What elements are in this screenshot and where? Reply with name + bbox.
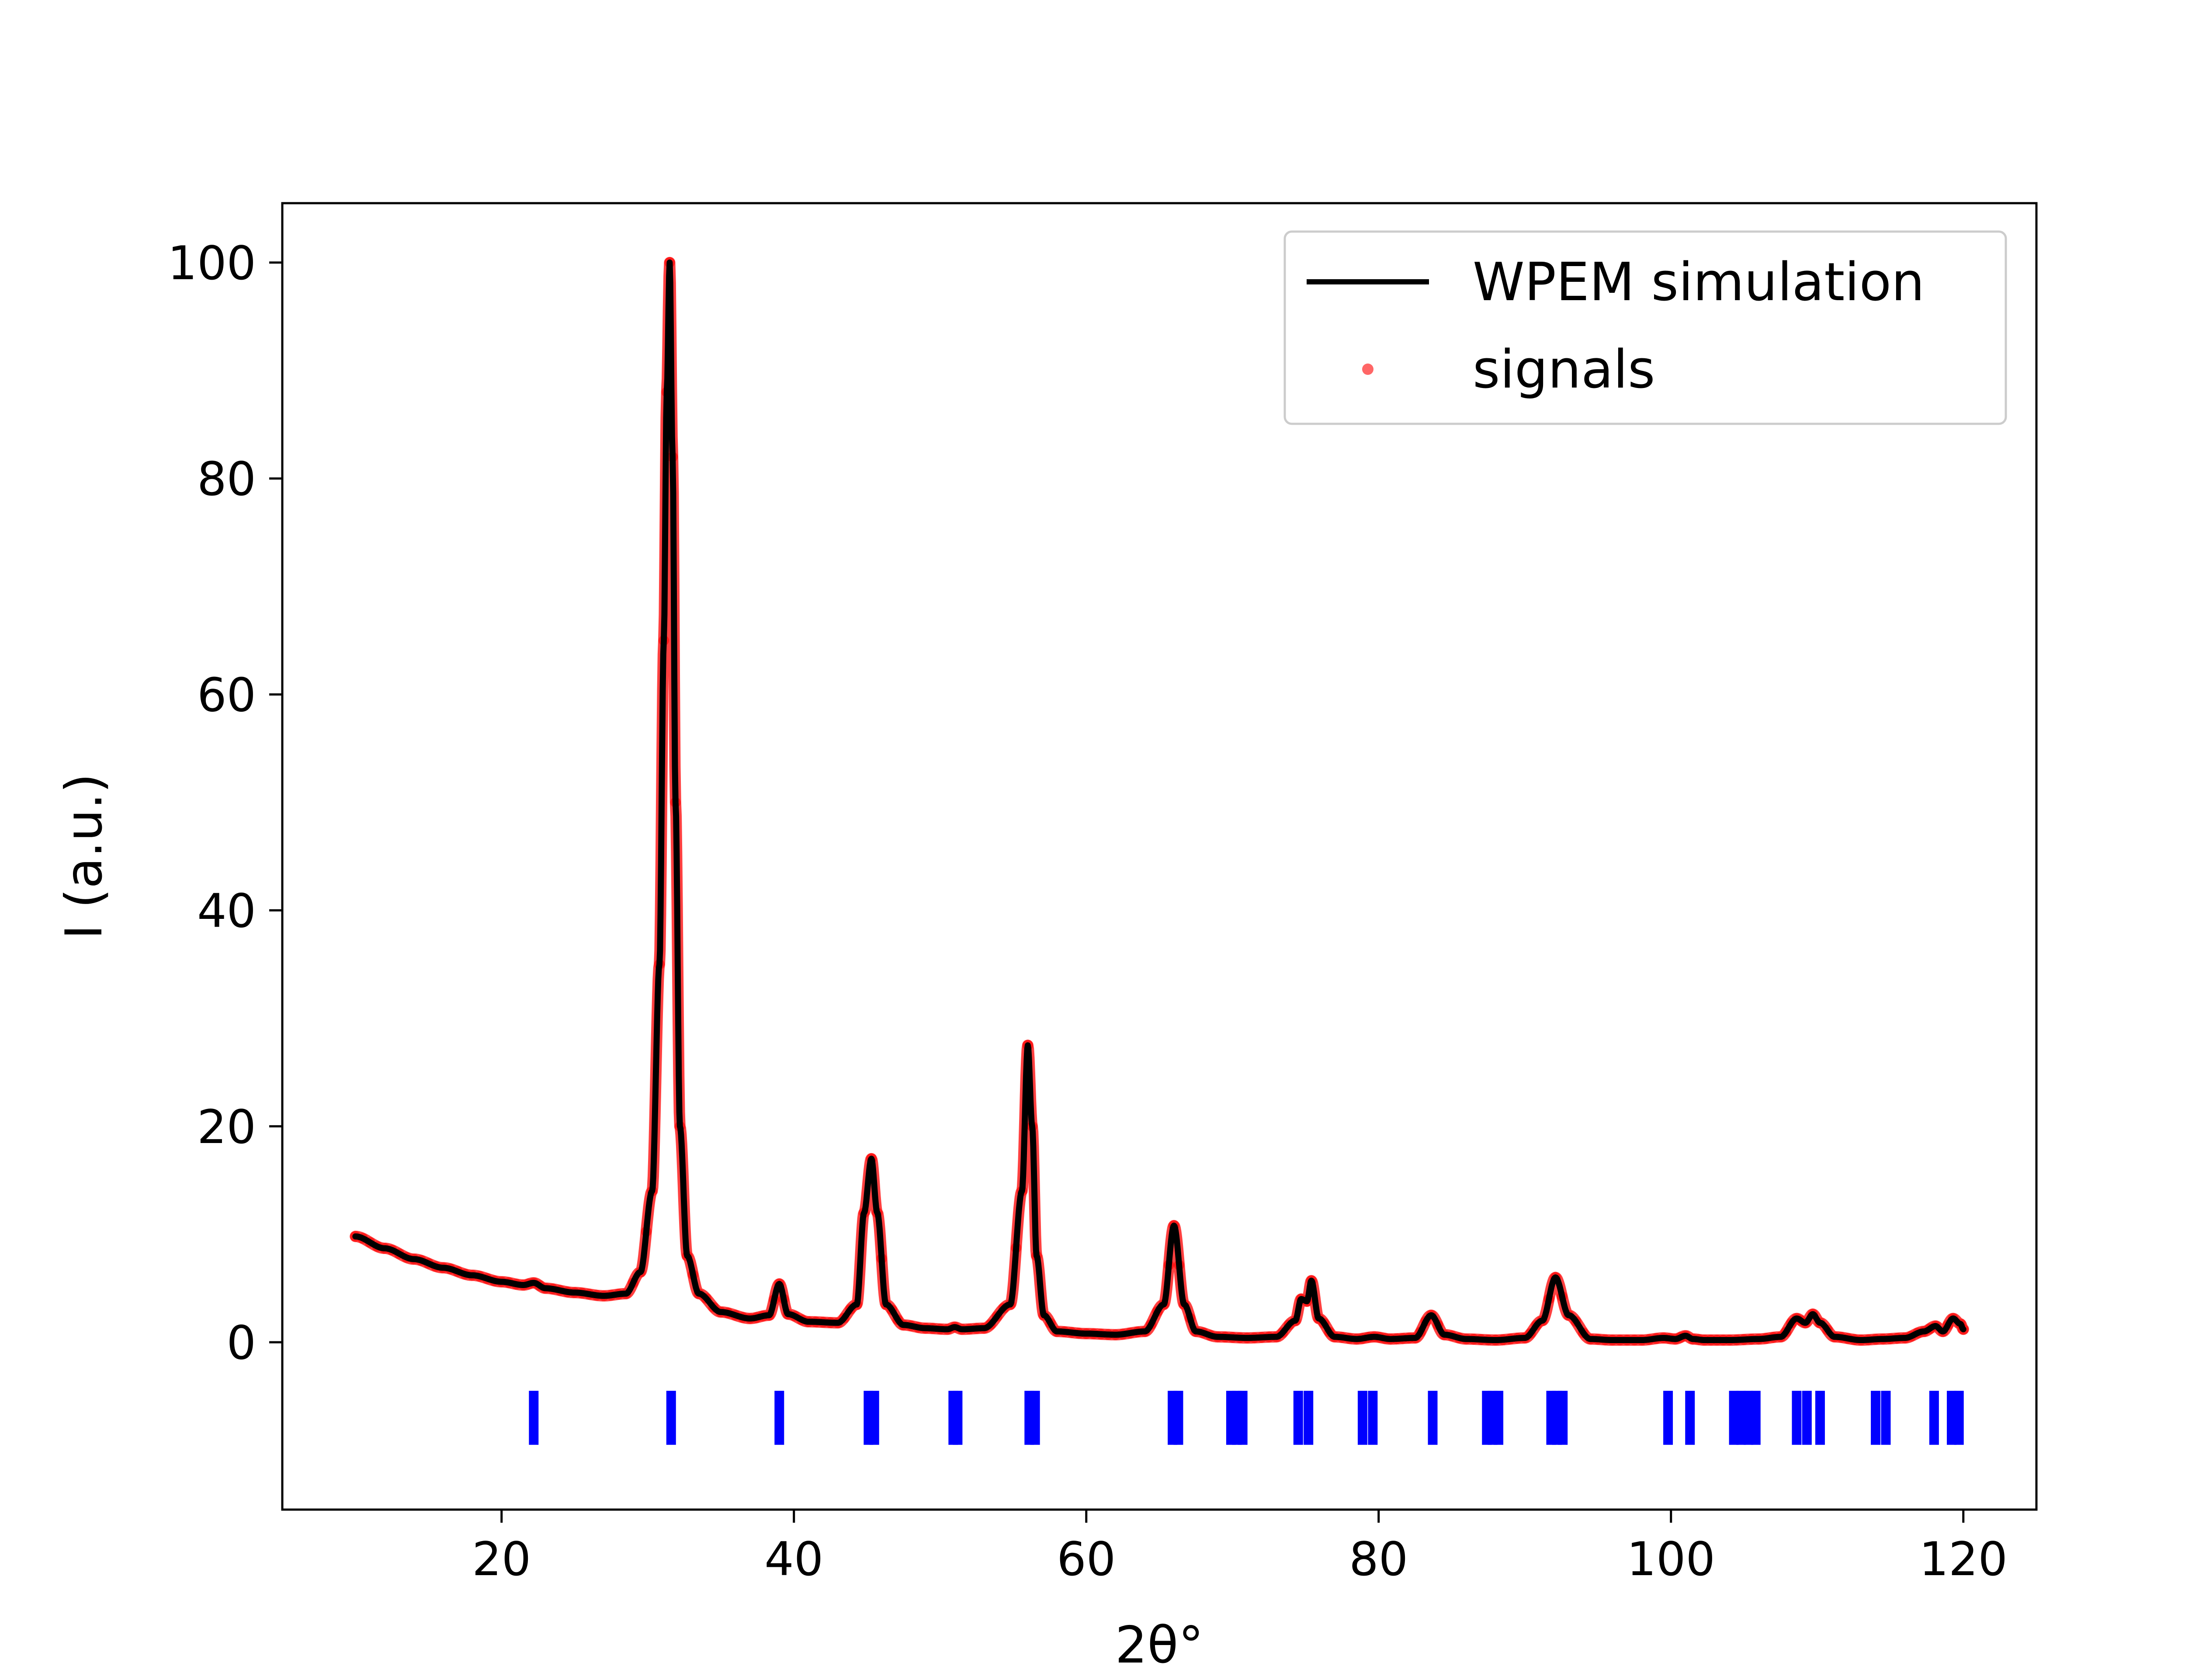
y-tick-label: 20 (197, 1100, 256, 1154)
legend-box (1283, 230, 2007, 425)
x-tick-label: 120 (1919, 1532, 2008, 1586)
y-axis-label: I (a.u.) (55, 773, 114, 939)
y-tick-label: 100 (168, 236, 256, 290)
bragg-marks (529, 1391, 1964, 1445)
x-tick-label: 80 (1349, 1532, 1408, 1586)
y-tick-label: 40 (197, 884, 256, 938)
legend-label: signals (1473, 339, 1655, 400)
axes-frame (281, 202, 2038, 1511)
y-tick-label: 60 (197, 668, 256, 722)
legend-marker-swatch (1362, 364, 1373, 375)
plot-layer (350, 256, 1969, 1445)
legend: WPEM simulation signals (1283, 230, 2007, 425)
x-tick-label: 100 (1627, 1532, 1715, 1586)
legend-label: WPEM simulation (1473, 252, 1925, 313)
x-tick-label: 20 (472, 1532, 531, 1586)
y-tick-label: 0 (227, 1316, 256, 1370)
axes-layer: 20 40 60 80 100 120 0 20 40 60 80 100 (168, 202, 2038, 1586)
x-tick-label: 60 (1057, 1532, 1116, 1586)
data-group (350, 256, 1969, 1445)
y-tick-label: 80 (197, 452, 256, 506)
x-tick-label: 40 (764, 1532, 823, 1586)
simulation-line (352, 259, 1966, 1343)
x-axis-label: 2θ° (1115, 1616, 1204, 1675)
